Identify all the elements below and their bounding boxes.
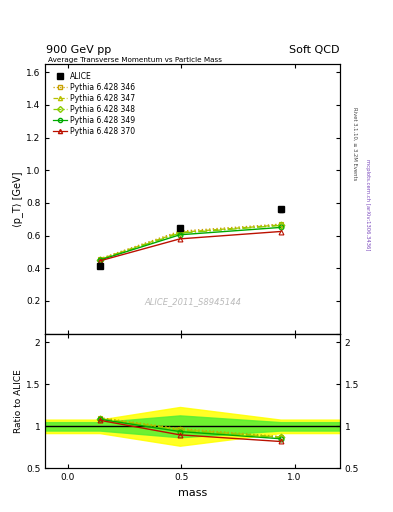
Text: Rivet 3.1.10, ≥ 3.2M Events: Rivet 3.1.10, ≥ 3.2M Events <box>352 106 357 180</box>
Legend: ALICE, Pythia 6.428 346, Pythia 6.428 347, Pythia 6.428 348, Pythia 6.428 349, P: ALICE, Pythia 6.428 346, Pythia 6.428 34… <box>52 71 137 137</box>
Text: Average Transverse Momentum vs Particle Mass: Average Transverse Momentum vs Particle … <box>48 57 222 62</box>
Text: ALICE_2011_S8945144: ALICE_2011_S8945144 <box>144 297 241 306</box>
Text: 900 GeV pp: 900 GeV pp <box>46 45 111 55</box>
X-axis label: mass: mass <box>178 488 207 498</box>
Y-axis label: ⟨p_T⟩ [GeV]: ⟨p_T⟩ [GeV] <box>12 171 23 227</box>
Text: mcplots.cern.ch [arXiv:1306.3436]: mcplots.cern.ch [arXiv:1306.3436] <box>365 159 371 250</box>
Text: Soft QCD: Soft QCD <box>289 45 340 55</box>
Y-axis label: Ratio to ALICE: Ratio to ALICE <box>14 369 23 433</box>
